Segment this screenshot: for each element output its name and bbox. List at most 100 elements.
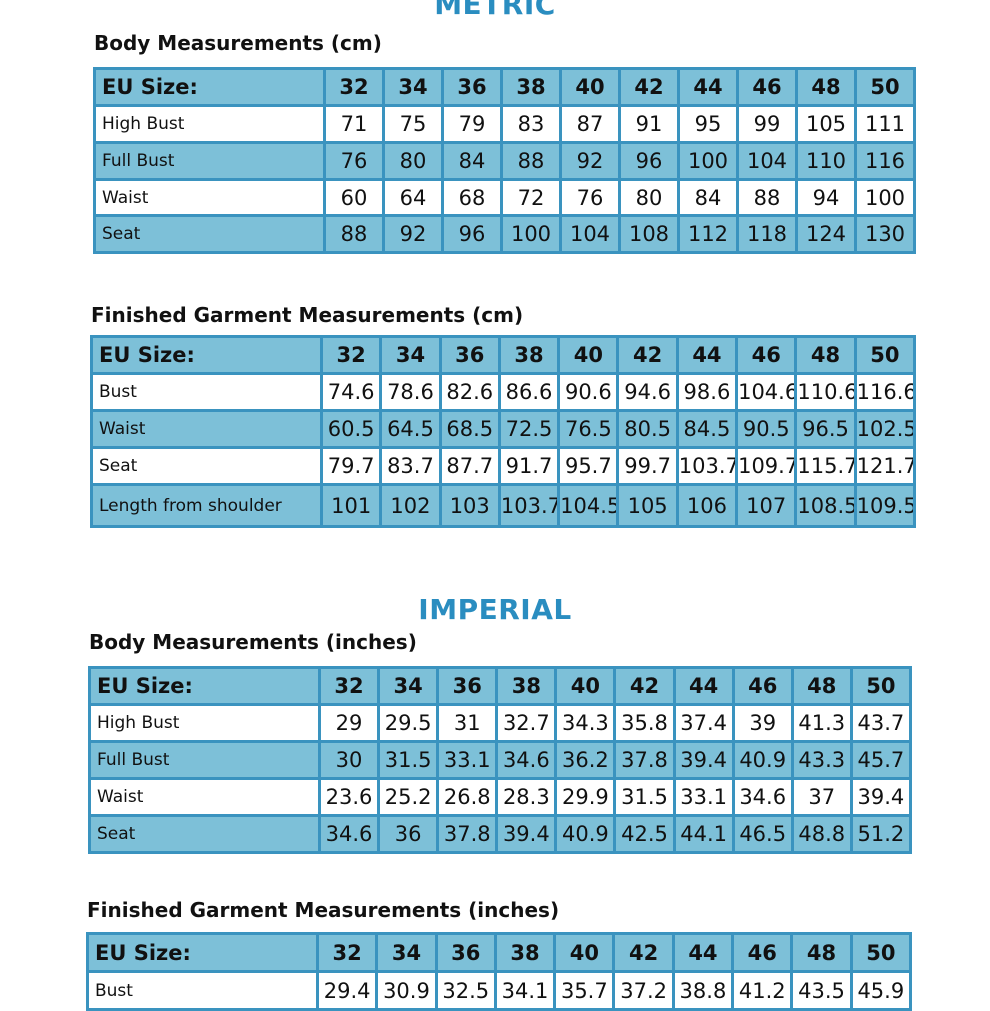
table-cell: 23.6 [317, 777, 381, 817]
table-cell: 88 [323, 214, 385, 254]
table-cell: 94.6 [616, 372, 679, 412]
table-row: Waist 60 64 68 72 76 80 84 88 94 100 [93, 178, 916, 217]
header-cell: EU Size: [88, 666, 321, 706]
table-cell: 83 [500, 104, 562, 144]
header-cell: 32 [315, 932, 379, 973]
table-cell: 107 [735, 483, 798, 528]
table-caption: Body Measurements (cm) [94, 31, 382, 55]
table-cell: 51.2 [849, 814, 912, 854]
table-cell: 37.8 [613, 740, 676, 780]
header-row: EU Size: 32 34 36 38 40 42 44 46 48 50 [93, 67, 916, 107]
table-cell: 71 [323, 104, 385, 144]
table-cell: 106 [675, 483, 739, 528]
table-cell: Bust [90, 372, 323, 412]
size-table: EU Size: 32 34 36 38 40 42 44 46 48 50 Bust 29.4 30.9… [86, 932, 912, 1011]
table-cell: 83.7 [379, 446, 442, 486]
table-cell: 72 [500, 178, 562, 217]
table-cell: 84 [441, 141, 503, 181]
header-cell: 50 [853, 335, 916, 375]
header-cell: 46 [731, 666, 794, 706]
table-cell: 104 [736, 141, 798, 181]
header-cell: EU Size: [86, 932, 319, 973]
table-cell: 30 [317, 740, 381, 780]
table-cell: 108 [618, 214, 680, 254]
table-row: Full Bust 30 31.5 33.1 34.6 36.2 37.8 39.4 40.9 4… [88, 740, 912, 780]
table-row: Full Bust 76 80 84 88 92 96 100 104 110 116 [93, 141, 916, 181]
table-cell: 92 [559, 141, 621, 181]
header-cell: 46 [731, 932, 794, 973]
table-cell: 37.4 [672, 703, 735, 743]
table-cell: 84 [677, 178, 739, 217]
table-cell: 40.9 [554, 814, 617, 854]
table-cell: 96 [441, 214, 503, 254]
section-title: IMPERIAL [418, 593, 572, 626]
table-cell: 86.6 [497, 372, 561, 412]
page: (() => { const data = JSON.parse(documen… [86, 0, 916, 1011]
table-cell: 105 [795, 104, 857, 144]
table-cell: 116.6 [853, 372, 916, 412]
table-cell: 74.6 [319, 372, 383, 412]
table-cell: 115.7 [794, 446, 857, 486]
table-cell: 36.2 [554, 740, 617, 780]
table-cell: 35.7 [553, 970, 616, 1011]
table-cell: 118 [736, 214, 798, 254]
table-row: Seat 34.6 36 37.8 39.4 40.9 42.5 44.1 46.5 48.8 51… [88, 814, 912, 854]
header-cell: 44 [675, 335, 739, 375]
table-cell: 43.7 [849, 703, 912, 743]
table-cell: 40.9 [731, 740, 794, 780]
header-cell: 40 [553, 932, 616, 973]
table-cell: 39.4 [849, 777, 912, 817]
table-cell: 102.5 [853, 409, 916, 449]
header-cell: 36 [436, 666, 499, 706]
header-cell: 32 [319, 335, 383, 375]
table-cell: 103.7 [675, 446, 739, 486]
header-cell: EU Size: [90, 335, 323, 375]
table-cell: 80.5 [616, 409, 679, 449]
table-cell: 96 [618, 141, 680, 181]
table-cell: 38.8 [671, 970, 735, 1011]
table-cell: 30.9 [375, 970, 438, 1011]
header-cell: 38 [500, 67, 562, 107]
table-cell: 92 [382, 214, 444, 254]
table-cell: 64 [382, 178, 444, 217]
table-cell: 35.8 [613, 703, 676, 743]
table-cell: 95 [677, 104, 739, 144]
table-row: High Bust 71 75 79 83 87 91 95 99 105 111 [93, 104, 916, 144]
header-row: EU Size: 32 34 36 38 40 42 44 46 48 50 [90, 335, 916, 375]
table-cell: 90.6 [557, 372, 620, 412]
table-cell: 43.3 [790, 740, 853, 780]
header-cell: 50 [849, 666, 912, 706]
header-cell: 34 [375, 932, 438, 973]
table-cell: 105 [616, 483, 679, 528]
table-cell: Bust [86, 970, 319, 1011]
table-cell: 96.5 [794, 409, 857, 449]
header-cell: 42 [612, 932, 675, 973]
table-row: Waist 23.6 25.2 26.8 28.3 29.9 31.5 33.1 34.6 37 3… [88, 777, 912, 817]
header-cell: 50 [854, 67, 916, 107]
header-row: EU Size: 32 34 36 38 40 42 44 46 48 50 [88, 666, 912, 706]
table-cell: 68 [441, 178, 503, 217]
table-row: Bust 74.6 78.6 82.6 86.6 90.6 94.6 98.6 104.6 110… [90, 372, 916, 412]
header-cell: EU Size: [93, 67, 326, 107]
header-cell: 38 [493, 932, 557, 973]
header-row: EU Size: 32 34 36 38 40 42 44 46 48 50 [86, 932, 912, 973]
table-cell: 79.7 [319, 446, 383, 486]
table-cell: 103 [438, 483, 501, 528]
table-cell: 41.2 [731, 970, 794, 1011]
table-cell: 111 [854, 104, 916, 144]
table-cell: Waist [90, 409, 323, 449]
header-cell: 44 [671, 932, 735, 973]
size-table: EU Size: 32 34 36 38 40 42 44 46 48 50 High Bust 71 7… [93, 67, 916, 254]
table-cell: 109.7 [735, 446, 798, 486]
size-table: EU Size: 32 34 36 38 40 42 44 46 48 50 High Bust 29 2… [88, 666, 912, 854]
table-cell: Full Bust [88, 740, 321, 780]
table-cell: 34.1 [493, 970, 557, 1011]
table-cell: 130 [854, 214, 916, 254]
table-cell: 42.5 [613, 814, 676, 854]
table-cell: 45.7 [849, 740, 912, 780]
header-cell: 46 [736, 67, 798, 107]
section-title: METRIC [434, 0, 556, 21]
table-cell: 104.6 [735, 372, 798, 412]
header-cell: 36 [434, 932, 497, 973]
table-cell: 104.5 [557, 483, 620, 528]
